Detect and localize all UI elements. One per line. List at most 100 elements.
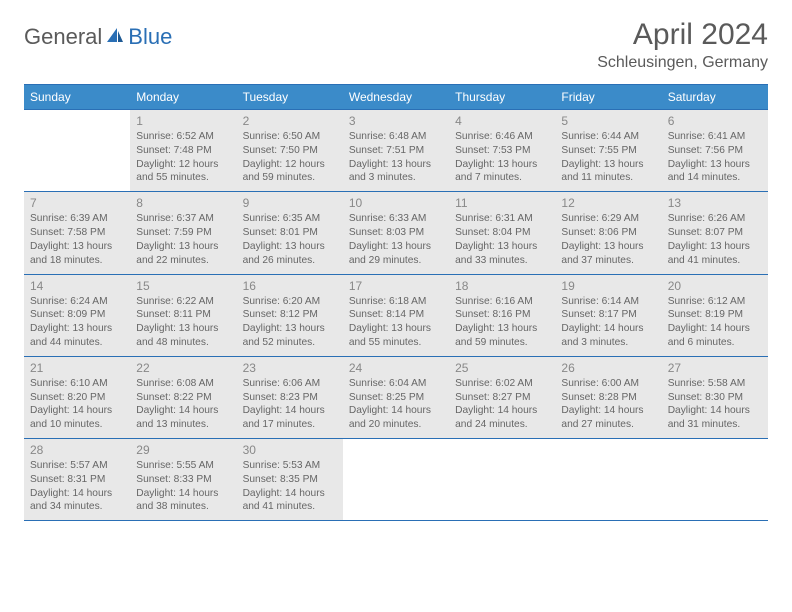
calendar-cell: 9Sunrise: 6:35 AMSunset: 8:01 PMDaylight… (237, 192, 343, 274)
sunrise-line: Sunrise: 6:50 AM (243, 130, 337, 144)
calendar-cell: 30Sunrise: 5:53 AMSunset: 8:35 PMDayligh… (237, 439, 343, 521)
daylight-line: Daylight: 13 hours and 41 minutes. (668, 240, 762, 268)
sunrise-line: Sunrise: 6:37 AM (136, 212, 230, 226)
day-header-row: SundayMondayTuesdayWednesdayThursdayFrid… (24, 85, 768, 110)
date-number: 12 (561, 195, 655, 211)
calendar-week: 28Sunrise: 5:57 AMSunset: 8:31 PMDayligh… (24, 439, 768, 521)
date-number: 14 (30, 278, 124, 294)
date-number: 2 (243, 113, 337, 129)
date-number: 11 (455, 195, 549, 211)
sunset-line: Sunset: 8:31 PM (30, 473, 124, 487)
calendar-week: 14Sunrise: 6:24 AMSunset: 8:09 PMDayligh… (24, 274, 768, 356)
month-title: April 2024 (597, 18, 768, 52)
daylight-line: Daylight: 13 hours and 37 minutes. (561, 240, 655, 268)
sunrise-line: Sunrise: 6:48 AM (349, 130, 443, 144)
sunrise-line: Sunrise: 6:02 AM (455, 377, 549, 391)
calendar-cell: 25Sunrise: 6:02 AMSunset: 8:27 PMDayligh… (449, 356, 555, 438)
sunrise-line: Sunrise: 6:31 AM (455, 212, 549, 226)
daylight-line: Daylight: 14 hours and 41 minutes. (243, 487, 337, 515)
sunrise-line: Sunrise: 6:00 AM (561, 377, 655, 391)
date-number: 17 (349, 278, 443, 294)
daylight-line: Daylight: 13 hours and 48 minutes. (136, 322, 230, 350)
daylight-line: Daylight: 13 hours and 7 minutes. (455, 158, 549, 186)
date-number: 1 (136, 113, 230, 129)
day-header: Thursday (449, 85, 555, 110)
calendar-cell: 14Sunrise: 6:24 AMSunset: 8:09 PMDayligh… (24, 274, 130, 356)
logo-text-b: Blue (128, 24, 172, 50)
sunset-line: Sunset: 8:30 PM (668, 391, 762, 405)
logo: General Blue (24, 24, 172, 50)
daylight-line: Daylight: 12 hours and 55 minutes. (136, 158, 230, 186)
date-number: 26 (561, 360, 655, 376)
calendar-cell: 22Sunrise: 6:08 AMSunset: 8:22 PMDayligh… (130, 356, 236, 438)
calendar-cell: 7Sunrise: 6:39 AMSunset: 7:58 PMDaylight… (24, 192, 130, 274)
daylight-line: Daylight: 14 hours and 3 minutes. (561, 322, 655, 350)
daylight-line: Daylight: 13 hours and 22 minutes. (136, 240, 230, 268)
calendar-cell: 26Sunrise: 6:00 AMSunset: 8:28 PMDayligh… (555, 356, 661, 438)
calendar-cell: 8Sunrise: 6:37 AMSunset: 7:59 PMDaylight… (130, 192, 236, 274)
sunset-line: Sunset: 8:28 PM (561, 391, 655, 405)
sunrise-line: Sunrise: 6:52 AM (136, 130, 230, 144)
header: General Blue April 2024 Schleusingen, Ge… (24, 18, 768, 72)
date-number: 13 (668, 195, 762, 211)
sunset-line: Sunset: 7:51 PM (349, 144, 443, 158)
daylight-line: Daylight: 13 hours and 26 minutes. (243, 240, 337, 268)
calendar-cell: 27Sunrise: 5:58 AMSunset: 8:30 PMDayligh… (662, 356, 768, 438)
sunset-line: Sunset: 8:04 PM (455, 226, 549, 240)
calendar-cell: 24Sunrise: 6:04 AMSunset: 8:25 PMDayligh… (343, 356, 449, 438)
calendar-cell: 5Sunrise: 6:44 AMSunset: 7:55 PMDaylight… (555, 110, 661, 192)
location: Schleusingen, Germany (597, 54, 768, 72)
day-header: Sunday (24, 85, 130, 110)
sunset-line: Sunset: 8:33 PM (136, 473, 230, 487)
sunrise-line: Sunrise: 6:22 AM (136, 295, 230, 309)
calendar-cell: 29Sunrise: 5:55 AMSunset: 8:33 PMDayligh… (130, 439, 236, 521)
calendar-cell (555, 439, 661, 521)
sunset-line: Sunset: 7:55 PM (561, 144, 655, 158)
sunset-line: Sunset: 7:56 PM (668, 144, 762, 158)
daylight-line: Daylight: 13 hours and 59 minutes. (455, 322, 549, 350)
sunrise-line: Sunrise: 6:20 AM (243, 295, 337, 309)
sunset-line: Sunset: 8:06 PM (561, 226, 655, 240)
daylight-line: Daylight: 13 hours and 18 minutes. (30, 240, 124, 268)
calendar-cell: 12Sunrise: 6:29 AMSunset: 8:06 PMDayligh… (555, 192, 661, 274)
title-block: April 2024 Schleusingen, Germany (597, 18, 768, 72)
calendar-cell: 15Sunrise: 6:22 AMSunset: 8:11 PMDayligh… (130, 274, 236, 356)
calendar-week: 21Sunrise: 6:10 AMSunset: 8:20 PMDayligh… (24, 356, 768, 438)
sunrise-line: Sunrise: 6:18 AM (349, 295, 443, 309)
date-number: 30 (243, 442, 337, 458)
daylight-line: Daylight: 12 hours and 59 minutes. (243, 158, 337, 186)
sunrise-line: Sunrise: 5:53 AM (243, 459, 337, 473)
calendar-cell: 2Sunrise: 6:50 AMSunset: 7:50 PMDaylight… (237, 110, 343, 192)
sunrise-line: Sunrise: 5:55 AM (136, 459, 230, 473)
calendar-cell: 20Sunrise: 6:12 AMSunset: 8:19 PMDayligh… (662, 274, 768, 356)
daylight-line: Daylight: 13 hours and 33 minutes. (455, 240, 549, 268)
logo-sail-icon (105, 26, 125, 49)
sunset-line: Sunset: 8:03 PM (349, 226, 443, 240)
sunrise-line: Sunrise: 6:29 AM (561, 212, 655, 226)
sunset-line: Sunset: 8:20 PM (30, 391, 124, 405)
sunset-line: Sunset: 8:23 PM (243, 391, 337, 405)
sunset-line: Sunset: 7:59 PM (136, 226, 230, 240)
date-number: 19 (561, 278, 655, 294)
date-number: 27 (668, 360, 762, 376)
date-number: 10 (349, 195, 443, 211)
date-number: 25 (455, 360, 549, 376)
date-number: 8 (136, 195, 230, 211)
sunrise-line: Sunrise: 6:24 AM (30, 295, 124, 309)
date-number: 4 (455, 113, 549, 129)
calendar-cell: 19Sunrise: 6:14 AMSunset: 8:17 PMDayligh… (555, 274, 661, 356)
calendar-cell (24, 110, 130, 192)
date-number: 9 (243, 195, 337, 211)
sunset-line: Sunset: 8:12 PM (243, 308, 337, 322)
calendar-week: 7Sunrise: 6:39 AMSunset: 7:58 PMDaylight… (24, 192, 768, 274)
sunrise-line: Sunrise: 6:39 AM (30, 212, 124, 226)
date-number: 20 (668, 278, 762, 294)
date-number: 22 (136, 360, 230, 376)
date-number: 23 (243, 360, 337, 376)
sunset-line: Sunset: 8:27 PM (455, 391, 549, 405)
daylight-line: Daylight: 14 hours and 20 minutes. (349, 404, 443, 432)
sunset-line: Sunset: 7:50 PM (243, 144, 337, 158)
sunset-line: Sunset: 8:11 PM (136, 308, 230, 322)
sunrise-line: Sunrise: 6:46 AM (455, 130, 549, 144)
sunset-line: Sunset: 8:07 PM (668, 226, 762, 240)
